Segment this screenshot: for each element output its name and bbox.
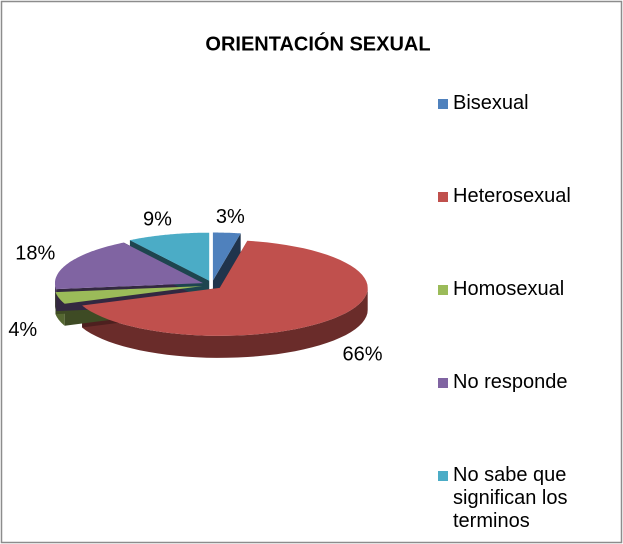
legend-label: Homosexual <box>453 278 565 300</box>
legend-swatch <box>438 378 448 388</box>
legend-label: Bisexual <box>453 92 529 114</box>
legend-swatch <box>438 99 448 109</box>
slice <box>129 232 210 281</box>
legend-label: Heterosexual <box>453 185 571 207</box>
data-label: 66% <box>343 344 383 366</box>
legend-item: Bisexual <box>438 92 618 115</box>
legend-label: No sabe que significan los terminos <box>453 464 568 532</box>
slice <box>55 242 203 290</box>
chart-title: ORIENTACIÓN SEXUAL <box>205 31 430 55</box>
slice-side <box>82 287 368 358</box>
slice <box>82 240 368 336</box>
legend-label: No responde <box>453 371 568 393</box>
legend-item: No sabe que significan los terminos <box>438 464 618 533</box>
legend-item: Heterosexual <box>438 185 618 208</box>
legend-swatch <box>438 471 448 481</box>
legend-item: No responde <box>438 371 618 394</box>
data-label: 18% <box>15 242 55 264</box>
data-label: 4% <box>8 319 37 341</box>
legend-swatch <box>438 285 448 295</box>
slice-edge <box>212 233 241 303</box>
slice <box>55 286 203 304</box>
legend-swatch <box>438 192 448 202</box>
data-label: 3% <box>216 206 245 228</box>
data-label: 9% <box>143 208 172 230</box>
slice <box>212 232 241 281</box>
legend-item: Homosexual <box>438 278 618 301</box>
